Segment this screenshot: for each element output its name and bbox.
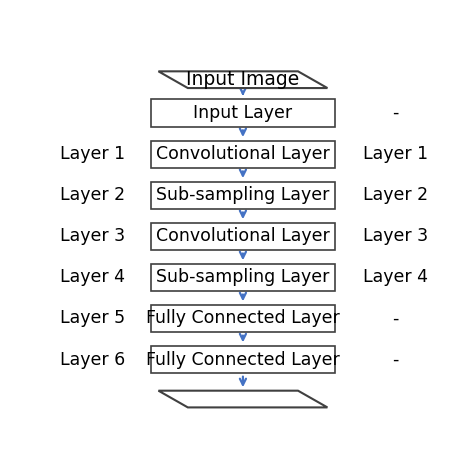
Text: Layer 4: Layer 4 <box>60 268 125 286</box>
Bar <box>151 182 335 209</box>
Text: Convolutional Layer: Convolutional Layer <box>156 145 330 163</box>
Bar <box>151 100 335 127</box>
Polygon shape <box>158 391 328 408</box>
Bar <box>151 140 335 168</box>
Text: Layer 4: Layer 4 <box>363 268 428 286</box>
Text: Convolutional Layer: Convolutional Layer <box>156 228 330 246</box>
Bar <box>151 346 335 373</box>
Text: Sub-sampling Layer: Sub-sampling Layer <box>156 268 329 286</box>
Text: Layer 1: Layer 1 <box>60 145 125 163</box>
Text: Layer 3: Layer 3 <box>60 228 125 246</box>
Text: Fully Connected Layer: Fully Connected Layer <box>146 350 340 368</box>
Bar <box>151 305 335 332</box>
Text: -: - <box>392 350 399 368</box>
Bar <box>151 264 335 291</box>
Text: Layer 5: Layer 5 <box>60 310 125 328</box>
Text: Sub-sampling Layer: Sub-sampling Layer <box>156 186 329 204</box>
Text: Input Layer: Input Layer <box>193 104 292 122</box>
Text: Layer 2: Layer 2 <box>363 186 428 204</box>
Polygon shape <box>158 71 328 88</box>
Bar <box>151 223 335 250</box>
Text: Layer 1: Layer 1 <box>363 145 428 163</box>
Text: Input Image: Input Image <box>186 70 300 89</box>
Text: Layer 2: Layer 2 <box>60 186 125 204</box>
Text: Fully Connected Layer: Fully Connected Layer <box>146 310 340 328</box>
Text: -: - <box>392 104 399 122</box>
Text: Layer 3: Layer 3 <box>363 228 428 246</box>
Text: Layer 6: Layer 6 <box>60 350 125 368</box>
Text: -: - <box>392 310 399 328</box>
